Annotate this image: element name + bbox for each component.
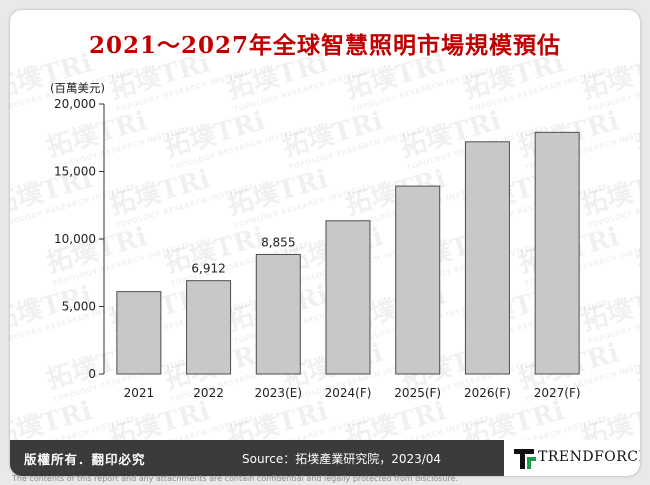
bar-2024(F) bbox=[325, 220, 371, 375]
footer-bar: 版權所有．翻印必究 Source：拓墣產業研究院，2023/04 TRENDFO… bbox=[10, 440, 640, 476]
y-tick-label: 10,000 bbox=[54, 232, 96, 246]
x-tick-label: 2024(F) bbox=[325, 386, 372, 400]
trendforce-mark-icon bbox=[514, 449, 536, 469]
trendforce-logo: TRENDFORCE bbox=[504, 440, 640, 476]
confidentiality-disclaimer: The contents of this report and any atta… bbox=[12, 474, 458, 483]
bar-2023(E) bbox=[255, 253, 301, 375]
data-label: 6,912 bbox=[191, 262, 225, 276]
bar-chart: (百萬美元) 0 5,000 10,000 15,000 20,000 2021 2022… bbox=[50, 81, 581, 400]
bars bbox=[116, 131, 580, 375]
source-text: Source：拓墣產業研究院，2023/04 bbox=[242, 452, 442, 466]
bar-2022 bbox=[186, 280, 232, 375]
bar-2027(F) bbox=[534, 131, 580, 375]
x-tick-label: 2021 bbox=[124, 386, 155, 400]
x-tick-label: 2023(E) bbox=[255, 386, 302, 400]
y-tick-label: 5,000 bbox=[62, 300, 96, 314]
x-tick-label: 2027(F) bbox=[534, 386, 581, 400]
x-tick-label: 2026(F) bbox=[464, 386, 511, 400]
x-axis-labels: 2021 2022 2023(E) 2024(F) 2025(F) 2026(F) 2027… bbox=[124, 386, 581, 400]
y-tick-label: 0 bbox=[88, 367, 96, 381]
x-tick-label: 2022 bbox=[193, 386, 224, 400]
y-axis-unit-label: (百萬美元) bbox=[50, 81, 105, 95]
y-tick-label: 20,000 bbox=[54, 97, 96, 111]
trendforce-wordmark: TRENDFORCE bbox=[538, 449, 640, 465]
y-tick-label: 15,000 bbox=[54, 165, 96, 179]
x-tick-label: 2025(F) bbox=[394, 386, 441, 400]
bar-2021 bbox=[116, 291, 162, 375]
bar-2026(F) bbox=[464, 141, 510, 375]
report-card: 拓墣TRi TOPOLOGY RESEARCH INSTITUTE 拓墣TRi TOP… bbox=[10, 10, 640, 476]
chart-title: 2021～2027年全球智慧照明市場規模預估 bbox=[88, 32, 562, 59]
data-label: 8,855 bbox=[261, 235, 295, 249]
copyright-text: 版權所有．翻印必究 bbox=[24, 452, 146, 467]
y-axis-ticks: 0 5,000 10,000 15,000 20,000 bbox=[54, 97, 104, 381]
data-labels: 6,912 8,855 bbox=[191, 235, 295, 275]
bar-2025(F) bbox=[395, 185, 441, 375]
